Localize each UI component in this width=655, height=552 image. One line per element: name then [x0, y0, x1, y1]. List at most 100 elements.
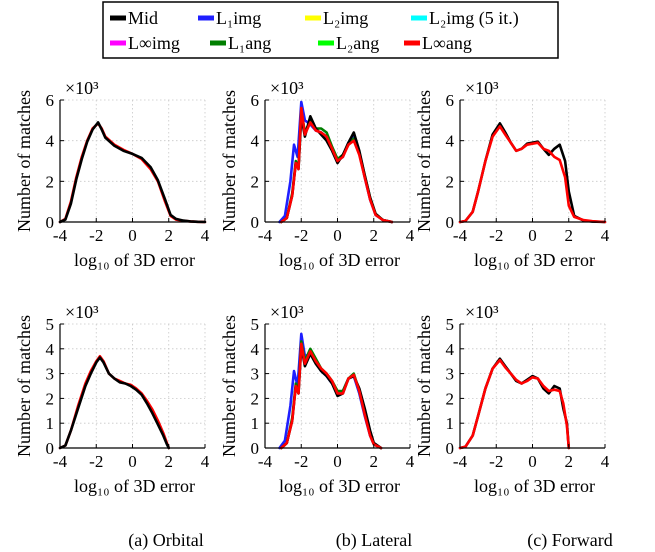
- x-tick-label: 2: [165, 452, 174, 471]
- y-tick-label: 2: [46, 389, 55, 408]
- x-tick-label: -2: [294, 226, 308, 245]
- legend-label: L₂ang: [336, 33, 379, 53]
- x-tick-label: 4: [601, 226, 610, 245]
- x-tick-label: -4: [258, 452, 273, 471]
- series-line: [279, 342, 383, 450]
- y-tick-label: 4: [46, 132, 55, 151]
- x-tick-label: -4: [453, 226, 468, 245]
- x-tick-label: -4: [258, 226, 273, 245]
- y-multiplier: ×10³: [465, 302, 499, 322]
- captions: (a) Orbital (b) Lateral (c) Forward: [128, 530, 612, 551]
- x-tick-label: -2: [489, 226, 503, 245]
- y-tick-label: 0: [46, 439, 55, 458]
- panel-forward-row1: -4 -2 0 2 4 0 2 4 6 ×10³ log₁₀ of 3D error Number o…: [414, 78, 610, 270]
- y-tick-label: 5: [446, 315, 455, 334]
- y-tick-label: 2: [446, 389, 455, 408]
- y-tick-label: 4: [46, 340, 55, 359]
- y-tick-label: 4: [446, 340, 455, 359]
- x-axis-label: log₁₀ of 3D error: [279, 250, 400, 270]
- y-multiplier: ×10³: [270, 302, 304, 322]
- caption-orbital: (a) Orbital: [128, 530, 203, 551]
- y-tick-label: 4: [446, 132, 455, 151]
- y-tick-label: 0: [251, 213, 260, 232]
- y-tick-label: 0: [446, 439, 455, 458]
- panel-forward-row2: -4 -2 0 2 4 0 1 2 3 4 5 ×10³ log₁₀ of 3D error Number…: [414, 302, 610, 496]
- y-axis-label: Number of matches: [414, 315, 434, 457]
- x-tick-label: 0: [333, 226, 342, 245]
- caption-forward: (c) Forward: [527, 530, 612, 551]
- x-tick-label: 2: [565, 226, 574, 245]
- y-tick-label: 6: [46, 91, 55, 110]
- y-axis-label: Number of matches: [14, 315, 34, 457]
- y-tick-label: 3: [446, 365, 455, 384]
- y-tick-label: 6: [251, 91, 260, 110]
- y-multiplier: ×10³: [465, 78, 499, 98]
- series-line: [279, 106, 394, 224]
- y-tick-label: 4: [251, 340, 260, 359]
- panel-lateral-row1: -4 -2 0 2 4 0 2 4 6 ×10³ log₁₀ of 3D error Number o…: [219, 78, 415, 270]
- legend-label: L∞ang: [422, 33, 472, 53]
- x-tick-label: 4: [601, 452, 610, 471]
- x-tick-label: -4: [53, 452, 68, 471]
- y-tick-label: 6: [446, 91, 455, 110]
- y-multiplier: ×10³: [65, 302, 99, 322]
- x-axis-label: log₁₀ of 3D error: [74, 476, 195, 496]
- legend-box: [102, 1, 559, 59]
- x-tick-label: 0: [528, 452, 537, 471]
- y-tick-label: 0: [251, 439, 260, 458]
- x-tick-label: 4: [406, 452, 415, 471]
- y-axis-label: Number of matches: [414, 90, 434, 232]
- x-tick-label: 2: [565, 452, 574, 471]
- y-tick-label: 2: [251, 389, 260, 408]
- legend-label: L₁ang: [228, 33, 271, 53]
- x-tick-label: -2: [294, 452, 308, 471]
- x-tick-label: 0: [128, 226, 137, 245]
- series-line: [58, 121, 207, 224]
- y-tick-label: 4: [251, 132, 260, 151]
- legend-label: Mid: [128, 8, 158, 28]
- y-tick-label: 0: [446, 213, 455, 232]
- y-tick-label: 1: [251, 414, 260, 433]
- x-axis-label: log₁₀ of 3D error: [279, 476, 400, 496]
- y-tick-label: 2: [446, 172, 455, 191]
- y-axis-label: Number of matches: [219, 315, 239, 457]
- y-tick-label: 2: [251, 172, 260, 191]
- panels: -4 -2 0 2 4 0 2 4 6 ×10³ log₁₀ of 3D error Number o…: [14, 78, 610, 496]
- y-tick-label: 0: [46, 213, 55, 232]
- x-tick-label: -2: [489, 452, 503, 471]
- series-line: [458, 358, 571, 450]
- series-line: [58, 356, 171, 450]
- y-tick-label: 5: [46, 315, 55, 334]
- x-tick-label: -2: [89, 452, 103, 471]
- x-axis-label: log₁₀ of 3D error: [474, 250, 595, 270]
- panel-lateral-row2: -4 -2 0 2 4 0 1 2 3 4 5 ×10³ log₁₀ of 3D error Number…: [219, 302, 415, 496]
- panel-orbital-row1: -4 -2 0 2 4 0 2 4 6 ×10³ log₁₀ of 3D error Number o…: [14, 78, 210, 270]
- x-tick-label: -4: [53, 226, 68, 245]
- x-tick-label: 4: [201, 226, 210, 245]
- y-axis-label: Number of matches: [14, 90, 34, 232]
- x-tick-label: 0: [128, 452, 137, 471]
- y-tick-label: 1: [446, 414, 455, 433]
- series-line: [458, 125, 607, 224]
- x-tick-label: -2: [89, 226, 103, 245]
- x-tick-label: -4: [453, 452, 468, 471]
- legend-label: L₂img: [323, 8, 368, 28]
- x-tick-label: 4: [406, 226, 415, 245]
- x-axis-label: log₁₀ of 3D error: [474, 476, 595, 496]
- x-tick-label: 4: [201, 452, 210, 471]
- panel-orbital-row2: -4 -2 0 2 4 0 1 2 3 4 5 ×10³ log₁₀ of 3D error Number…: [14, 302, 210, 496]
- x-tick-label: 0: [528, 226, 537, 245]
- y-tick-label: 1: [46, 414, 55, 433]
- legend-label: L₁img: [216, 8, 261, 28]
- y-multiplier: ×10³: [65, 78, 99, 98]
- x-tick-label: 2: [370, 226, 379, 245]
- y-tick-label: 2: [46, 172, 55, 191]
- y-axis-label: Number of matches: [219, 90, 239, 232]
- caption-lateral: (b) Lateral: [336, 530, 412, 551]
- y-tick-label: 3: [46, 365, 55, 384]
- y-tick-label: 5: [251, 315, 260, 334]
- x-tick-label: 2: [165, 226, 174, 245]
- y-tick-label: 3: [251, 365, 260, 384]
- x-axis-label: log₁₀ of 3D error: [74, 250, 195, 270]
